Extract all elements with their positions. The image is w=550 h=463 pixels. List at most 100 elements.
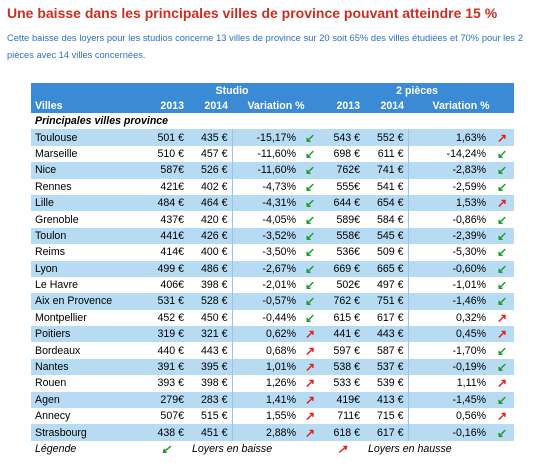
studio-trend-cell: ↙ xyxy=(300,162,321,179)
table-row: Toulouse 501 €435 € -15,17% ↙ 543 €552 €1,63… xyxy=(31,129,515,146)
2p-2014-cell: 741 € xyxy=(364,162,409,179)
2p-2013-cell: 589€ xyxy=(320,211,365,228)
legend-row: Légende ↙ Loyers en baisse ↗ Loyers en hauss… xyxy=(31,440,515,458)
2p-2013-cell: 615 € xyxy=(320,309,365,327)
table-row: Nice 587€ 526 € -11,60% ↙ 762€ 741 € -2,83% ↙ xyxy=(31,162,515,179)
arrow-down-left-icon: ↙ xyxy=(304,130,316,145)
studio-variation-cell: 0,68% xyxy=(231,342,300,359)
studio-trend-cell: ↗ xyxy=(300,358,321,376)
studio-2013-cell: 414€ xyxy=(144,244,188,261)
table-row: Strasbourg 438 €451 €2,88% ↗ 618 €617 € -0,1… xyxy=(31,424,515,441)
city-cell: Poitiers xyxy=(31,326,144,343)
2p-2014-cell: 545 € xyxy=(364,227,409,245)
arrow-up-right-icon: ↗ xyxy=(304,376,316,391)
2p-2014-cell: 497 € xyxy=(364,276,409,294)
2p-2014-cell: 617 € xyxy=(364,424,409,441)
arrow-down-left-icon: ↙ xyxy=(496,343,508,358)
studio-2014-cell: 283 € xyxy=(188,391,232,409)
studio-2014-cell: 486 € xyxy=(188,260,232,277)
arrow-down-left-icon: ↙ xyxy=(496,146,508,161)
studio-2013-cell: 319 € xyxy=(144,326,188,343)
studio-variation-cell: 1,01% xyxy=(231,358,300,376)
arrow-up-right-icon: ↗ xyxy=(304,409,316,424)
city-cell: Montpellier xyxy=(31,309,144,327)
2p-trend-cell: ↗ xyxy=(490,408,515,425)
header-2p-2014: 2014 xyxy=(364,98,409,113)
2p-variation-cell: 0,32% xyxy=(407,309,491,327)
2p-variation-cell: -14,24% xyxy=(407,145,491,163)
2p-2014-cell: 654 € xyxy=(364,194,409,212)
2p-trend-cell: ↙ xyxy=(490,260,515,277)
studio-2014-cell: 420 € xyxy=(188,211,232,228)
header-2p-2013: 2013 xyxy=(320,98,365,113)
studio-variation-cell: -0,44% xyxy=(231,309,300,327)
header-row-groups: Studio 2 pièces xyxy=(31,83,515,98)
studio-trend-cell: ↙ xyxy=(300,145,321,163)
arrow-down-left-icon: ↙ xyxy=(160,442,172,456)
arrow-down-left-icon: ↙ xyxy=(496,163,508,178)
2p-trend-cell: ↙ xyxy=(490,391,515,409)
city-cell: Grenoble xyxy=(31,211,144,228)
studio-trend-cell: ↗ xyxy=(300,342,321,359)
studio-2013-cell: 421€ xyxy=(144,178,188,195)
2p-trend-cell: ↙ xyxy=(490,244,515,261)
2p-variation-cell: 1,53% xyxy=(407,194,491,212)
studio-variation-cell: -4,31% xyxy=(231,194,300,212)
2p-variation-cell: -1,46% xyxy=(407,293,491,310)
arrow-down-left-icon: ↙ xyxy=(304,163,316,178)
2p-trend-cell: ↙ xyxy=(490,424,515,441)
studio-trend-cell: ↙ xyxy=(300,227,321,245)
2p-2014-cell: 665 € xyxy=(364,260,409,277)
section-row: Principales villes province xyxy=(31,113,515,130)
city-cell: Nantes xyxy=(31,358,144,376)
2p-2014-cell: 715 € xyxy=(364,408,409,425)
header-villes: Villes xyxy=(31,98,144,113)
2p-2013-cell: 543 € xyxy=(320,129,365,146)
studio-2014-cell: 426 € xyxy=(188,227,232,245)
studio-2014-cell: 443 € xyxy=(188,342,232,359)
2p-variation-cell: -0,60% xyxy=(407,260,491,277)
arrow-down-left-icon: ↙ xyxy=(304,212,316,227)
2p-trend-cell: ↙ xyxy=(490,162,515,179)
studio-trend-cell: ↗ xyxy=(300,424,321,441)
studio-variation-cell: -0,57% xyxy=(231,293,300,310)
2p-2013-cell: 597 € xyxy=(320,342,365,359)
header-row-columns: Villes 2013 2014 Variation % 2013 2014 V… xyxy=(31,98,515,113)
city-cell: Annecy xyxy=(31,408,144,425)
table-row: Lille 484 €464 € -4,31% ↙ 644 €654 €1,53% ↗ xyxy=(31,194,515,212)
2p-variation-cell: -2,39% xyxy=(407,227,491,245)
2p-trend-cell: ↗ xyxy=(490,194,515,212)
studio-2013-cell: 406€ xyxy=(144,276,188,294)
2p-variation-cell: 1,11% xyxy=(407,375,491,392)
2p-trend-cell: ↗ xyxy=(490,326,515,343)
arrow-up-right-icon: ↗ xyxy=(496,196,508,211)
studio-2013-cell: 484 € xyxy=(144,194,188,212)
city-cell: Rouen xyxy=(31,375,144,392)
studio-variation-cell: -11,60% xyxy=(231,145,300,163)
studio-trend-cell: ↙ xyxy=(300,244,321,261)
studio-2013-cell: 501 € xyxy=(144,129,188,146)
city-cell: Marseille xyxy=(31,145,144,163)
2p-2013-cell: 711€ xyxy=(320,408,365,425)
2p-variation-cell: -0,86% xyxy=(407,211,491,228)
2p-2014-cell: 443 € xyxy=(364,326,409,343)
table-row: Nantes 391 €395 €1,01% ↗ 538 €537 € -0,19% ↙ xyxy=(31,358,515,376)
2p-variation-cell: -5,30% xyxy=(407,244,491,261)
2p-trend-cell: ↗ xyxy=(490,309,515,327)
arrow-up-right-icon: ↗ xyxy=(304,343,316,358)
2p-2013-cell: 536€ xyxy=(320,244,365,261)
studio-variation-cell: 1,55% xyxy=(231,408,300,425)
2p-2013-cell: 555€ xyxy=(320,178,365,195)
studio-variation-cell: -15,17% xyxy=(231,129,300,146)
city-cell: Rennes xyxy=(31,178,144,195)
city-cell: Le Havre xyxy=(31,276,144,294)
legend-down-cell: ↙ xyxy=(144,440,188,458)
studio-2013-cell: 531 € xyxy=(144,293,188,310)
arrow-up-right-icon: ↗ xyxy=(304,392,316,407)
studio-2013-cell: 393 € xyxy=(144,375,188,392)
studio-variation-cell: 2,88% xyxy=(231,424,300,441)
arrow-down-left-icon: ↙ xyxy=(496,360,508,375)
arrow-up-right-icon: ↗ xyxy=(496,130,508,145)
arrow-up-right-icon: ↗ xyxy=(496,376,508,391)
arrow-down-left-icon: ↙ xyxy=(304,196,316,211)
